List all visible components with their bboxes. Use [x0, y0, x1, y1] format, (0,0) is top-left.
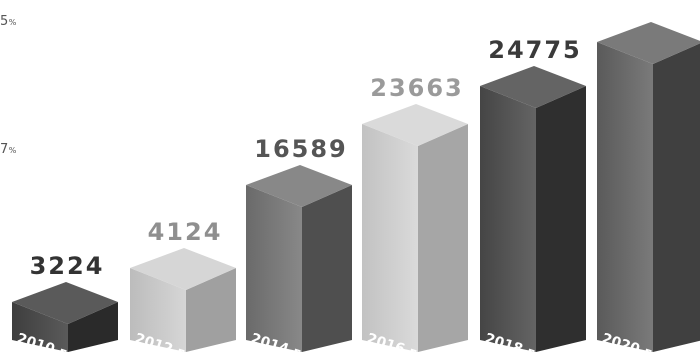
bar-2-top — [130, 248, 236, 290]
percent-label-2-value: 7 — [0, 142, 9, 157]
bar-1-front — [12, 302, 68, 352]
bar-3-front — [246, 185, 302, 352]
bar-6-top — [597, 22, 700, 64]
value-label-3: 16589 — [254, 135, 348, 163]
bar-5-top — [480, 66, 586, 108]
percent-label-2: 7% — [0, 142, 17, 157]
bar-3-side — [302, 185, 352, 352]
bar-5-front — [480, 86, 536, 352]
bar-5-side — [536, 86, 586, 352]
value-label-1: 3224 — [30, 252, 105, 280]
value-label-2: 4124 — [148, 218, 223, 246]
bar-6: 2020 г. — [597, 22, 700, 357]
bar-1-top — [12, 282, 118, 324]
value-label-4: 23663 — [370, 74, 464, 102]
percent-label-1-value: 5 — [0, 14, 9, 29]
bar-4-top — [362, 104, 468, 146]
bar-1-side — [68, 302, 118, 352]
bar-4-front — [362, 124, 418, 352]
bar-2-side — [186, 268, 236, 352]
value-label-5: 24775 — [488, 36, 582, 64]
bar-6-front — [597, 42, 653, 352]
percent-label-2-unit: % — [8, 146, 17, 155]
bar-3-top — [246, 165, 352, 207]
bar-6-side — [653, 43, 700, 352]
percent-label-1: 5% — [0, 14, 17, 29]
bar-4-side — [418, 124, 468, 352]
bar-2-front — [130, 268, 186, 352]
percent-label-1-unit: % — [8, 18, 17, 27]
